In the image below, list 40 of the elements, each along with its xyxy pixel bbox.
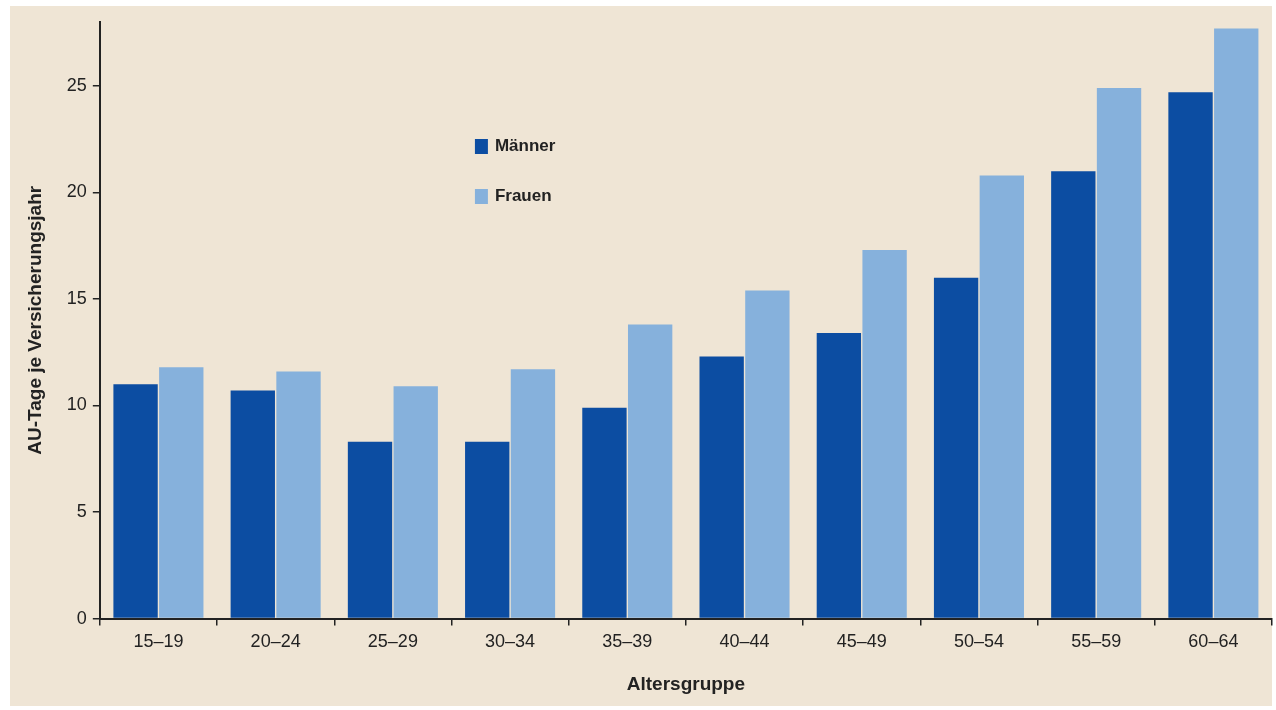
y-tick-label: 10 bbox=[66, 394, 87, 415]
x-tick-label: 35–39 bbox=[602, 631, 653, 652]
bar bbox=[347, 441, 393, 618]
bar bbox=[113, 384, 158, 618]
y-tick-label: 20 bbox=[66, 181, 87, 202]
x-tick-label: 15–19 bbox=[133, 631, 184, 652]
x-tick-label: 30–34 bbox=[485, 631, 536, 652]
bar bbox=[510, 369, 556, 618]
x-axis-title: Altersgruppe bbox=[626, 672, 746, 694]
bar bbox=[1168, 92, 1213, 618]
x-tick-label: 25–29 bbox=[367, 631, 418, 652]
bar bbox=[979, 175, 1024, 618]
bar bbox=[933, 277, 979, 618]
x-tick-label: 40–44 bbox=[719, 631, 770, 652]
bar bbox=[230, 390, 275, 618]
x-tick-label: 55–59 bbox=[1071, 631, 1122, 652]
bar bbox=[1096, 88, 1142, 618]
bar bbox=[1214, 28, 1259, 618]
x-tick-label: 60–64 bbox=[1188, 631, 1239, 652]
x-tick-label: 50–54 bbox=[953, 631, 1004, 652]
bar bbox=[276, 371, 321, 618]
bar bbox=[393, 386, 438, 618]
bar bbox=[627, 324, 673, 618]
bar bbox=[816, 333, 862, 618]
y-tick-label: 25 bbox=[66, 74, 87, 95]
bar bbox=[862, 249, 907, 618]
x-tick-label: 20–24 bbox=[250, 631, 301, 652]
y-axis-title: AU-Tage je Versicherungsjahr bbox=[23, 185, 45, 455]
bar bbox=[582, 407, 627, 618]
legend-label: Frauen bbox=[494, 185, 552, 205]
x-tick-label: 45–49 bbox=[836, 631, 887, 652]
bar bbox=[465, 441, 510, 618]
y-tick-label: 5 bbox=[76, 501, 87, 522]
y-tick-label: 15 bbox=[66, 287, 87, 308]
bar bbox=[1051, 171, 1096, 618]
bar bbox=[699, 356, 744, 618]
y-tick-label: 0 bbox=[76, 607, 87, 628]
bar bbox=[159, 367, 204, 618]
legend-label: Männer bbox=[494, 135, 556, 155]
bar bbox=[745, 290, 790, 618]
